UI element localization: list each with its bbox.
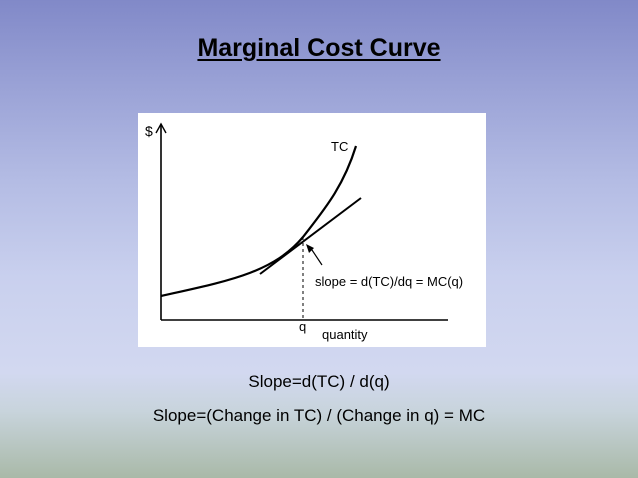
q-tick-label: q [299,319,306,334]
slope-definition: Slope=(Change in TC) / (Change in q) = M… [152,406,486,425]
x-axis-label: quantity [322,327,368,342]
slope-formula: Slope=d(TC) / d(q) [248,372,390,391]
tc-label: TC [331,139,348,154]
diagram-svg: $ TC slope = d(TC)/dq = MC(q) q quantity [145,122,463,342]
tangent-line [259,197,362,275]
marginal-cost-diagram: $ TC slope = d(TC)/dq = MC(q) q quantity [138,113,486,347]
slope-annotation: slope = d(TC)/dq = MC(q) [315,274,463,289]
slide-title: Marginal Cost Curve [197,34,441,62]
y-axis-label: $ [145,123,153,139]
annotation-arrowhead [306,244,314,253]
y-axis-arrow [155,122,167,134]
